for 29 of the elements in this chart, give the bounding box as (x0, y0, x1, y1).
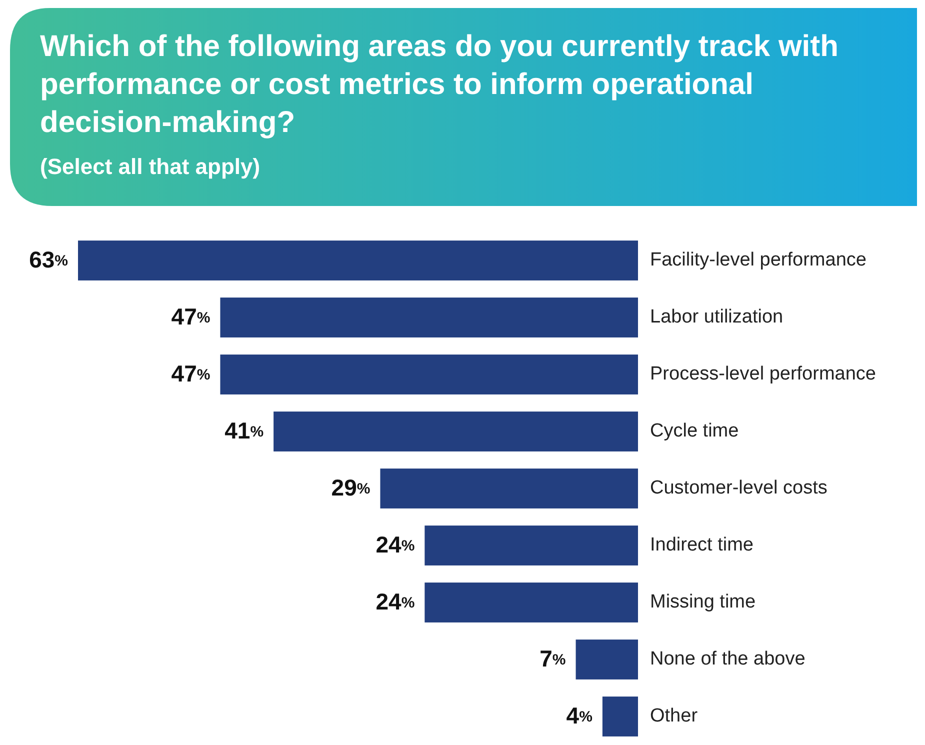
y-tick-label: Process-level performance (650, 364, 876, 385)
y-tick-label: Missing time (650, 592, 756, 613)
data-label: 4% (566, 702, 592, 729)
y-tick-label: Cycle time (650, 420, 739, 442)
bar (220, 354, 638, 394)
data-label: 47% (171, 304, 210, 330)
y-tick-label: Other (650, 706, 698, 727)
data-label: 7% (540, 646, 566, 672)
bar (78, 240, 638, 280)
data-label: 41% (224, 418, 264, 444)
y-tick-label: Labor utilization (650, 306, 784, 328)
data-label: 63% (29, 246, 68, 273)
chart-title: Which of the following areas do you currently track with performance or cost metrics to inform operational decision-making? (40, 30, 838, 139)
y-tick-label: Customer-level costs (650, 478, 828, 499)
data-label: 47% (171, 360, 210, 387)
bar (380, 468, 638, 508)
bar (424, 526, 638, 566)
bar (602, 696, 638, 736)
chart-subtitle: (Select all that apply) (40, 154, 260, 179)
data-label: 24% (376, 532, 415, 558)
data-label: 29% (331, 474, 370, 501)
y-tick-label: Indirect time (650, 534, 754, 556)
bar (576, 640, 638, 680)
y-tick-label: None of the above (650, 648, 806, 670)
bar (274, 412, 638, 452)
bar (424, 582, 638, 622)
y-tick-label: Facility-level performance (650, 250, 866, 271)
data-label: 24% (376, 588, 415, 615)
bar (220, 298, 638, 338)
